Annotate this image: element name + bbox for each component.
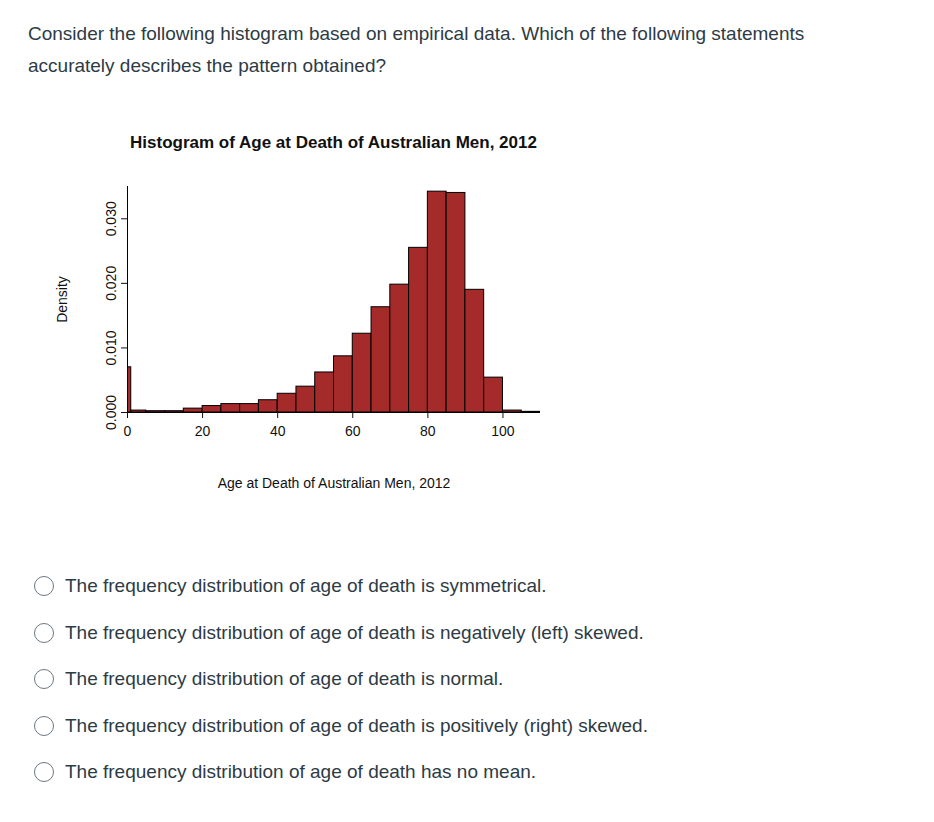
svg-text:0.010: 0.010 xyxy=(103,330,119,365)
html-text:The frequency distribution of: The frequency distribution of age of dea… xyxy=(65,575,547,597)
svg-text:Age at Death of Australian Men: Age at Death of Australian Men, 2012 xyxy=(218,475,451,491)
svg-text:40: 40 xyxy=(270,423,286,439)
html-text:The frequency distribution of: The frequency distribution of age of dea… xyxy=(65,668,504,690)
html-text:The frequency distribution of: The frequency distribution of age of dea… xyxy=(65,761,537,783)
svg-text:0.030: 0.030 xyxy=(103,201,119,236)
html-text:Consider the following histogr: Consider the following histogram based o… xyxy=(28,23,805,76)
html-text:The frequency distribution of: The frequency distribution of age of dea… xyxy=(65,621,644,643)
svg-text:0.020: 0.020 xyxy=(103,266,119,301)
html-text:Histogram of Age at Death of A: Histogram of Age at Death of Australian … xyxy=(130,133,537,152)
svg-text:80: 80 xyxy=(420,423,436,439)
svg-text:20: 20 xyxy=(195,423,211,439)
svg-text:100: 100 xyxy=(491,423,515,439)
svg-text:60: 60 xyxy=(345,423,361,439)
svg-text:Density: Density xyxy=(54,276,70,323)
svg-text:0: 0 xyxy=(124,423,132,439)
svg-text:0.000: 0.000 xyxy=(103,395,119,430)
html-text:The frequency distribution of: The frequency distribution of age of dea… xyxy=(65,714,648,736)
